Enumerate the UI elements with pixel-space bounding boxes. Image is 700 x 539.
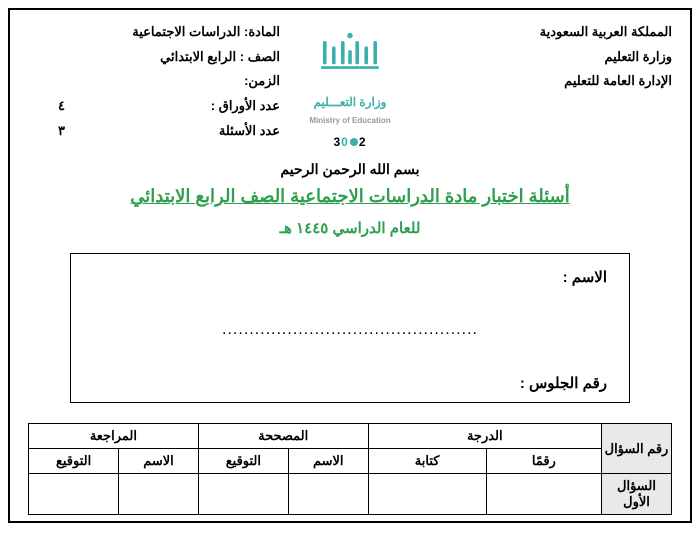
th-corrector: المصححة [198, 424, 368, 449]
table-header-row-1: رقم السؤال الدرجة المصححة المراجعة [29, 424, 672, 449]
table-header-row-2: رقمًا كتابة الاسم التوقيع الاسم التوقيع [29, 449, 672, 474]
cell-q1: السؤال الأول [602, 474, 672, 515]
table-row: السؤال الأول [29, 474, 672, 515]
header-center: وزارة التعـــليم Ministry of Education 2… [280, 20, 420, 153]
header: المملكة العربية السعودية وزارة التعليم ا… [28, 20, 672, 153]
student-info-box: الاسم : ................................… [70, 253, 630, 403]
grade-line: الصف : الرابع الابتدائي [28, 45, 280, 70]
grade-value: الرابع الابتدائي [160, 49, 236, 64]
palm-logo-icon [305, 20, 395, 80]
questions-value: ٣ [58, 119, 65, 144]
subject-value: الدراسات الاجتماعية [132, 24, 240, 39]
th-corrector-sign: التوقيع [198, 449, 288, 474]
th-grade-text: كتابة [368, 449, 486, 474]
name-dots: ........................................… [93, 321, 607, 339]
pages-line: عدد الأوراق : ٤ [28, 94, 280, 119]
pages-label: عدد الأوراق : [211, 94, 280, 119]
exam-title: أسئلة اختبار مادة الدراسات الاجتماعية ال… [28, 186, 672, 207]
directorate: الإدارة العامة للتعليم [420, 69, 672, 94]
th-question-number: رقم السؤال [602, 424, 672, 474]
name-label: الاسم : [93, 268, 607, 286]
th-corrector-name: الاسم [288, 449, 368, 474]
country: المملكة العربية السعودية [420, 20, 672, 45]
logo-caption-ar: وزارة التعـــليم [280, 91, 420, 114]
pages-value: ٤ [58, 94, 65, 119]
th-reviewer-sign: التوقيع [29, 449, 119, 474]
th-grade: الدرجة [368, 424, 601, 449]
questions-label: عدد الأسئلة [219, 119, 280, 144]
cell-reviewer-sign [29, 474, 119, 515]
header-left: المادة: الدراسات الاجتماعية الصف : الراب… [28, 20, 280, 143]
logo-caption-en: Ministry of Education [280, 113, 420, 128]
subject-line: المادة: الدراسات الاجتماعية [28, 20, 280, 45]
cell-grade-num [486, 474, 601, 515]
cell-corrector-name [288, 474, 368, 515]
academic-year: للعام الدراسي ١٤٤٥ هـ [28, 219, 672, 237]
cell-reviewer-name [119, 474, 199, 515]
ministry-logo: وزارة التعـــليم Ministry of Education 2… [280, 20, 420, 153]
vision-2030: 230 [280, 131, 420, 154]
th-reviewer: المراجعة [29, 424, 199, 449]
time-label: الزمن: [244, 73, 280, 88]
grade-label: الصف : [240, 49, 280, 64]
cell-corrector-sign [198, 474, 288, 515]
cell-grade-text [368, 474, 486, 515]
questions-line: عدد الأسئلة ٣ [28, 119, 280, 144]
time-line: الزمن: [28, 69, 280, 94]
header-right: المملكة العربية السعودية وزارة التعليم ا… [420, 20, 672, 94]
seat-label: رقم الجلوس : [93, 374, 607, 392]
bismillah: بسم الله الرحمن الرحيم [28, 161, 672, 178]
th-grade-num: رقمًا [486, 449, 601, 474]
subject-label: المادة: [244, 24, 280, 39]
exam-page: المملكة العربية السعودية وزارة التعليم ا… [8, 8, 692, 523]
grades-table: رقم السؤال الدرجة المصححة المراجعة رقمًا… [28, 423, 672, 515]
th-reviewer-name: الاسم [119, 449, 199, 474]
ministry: وزارة التعليم [420, 45, 672, 70]
